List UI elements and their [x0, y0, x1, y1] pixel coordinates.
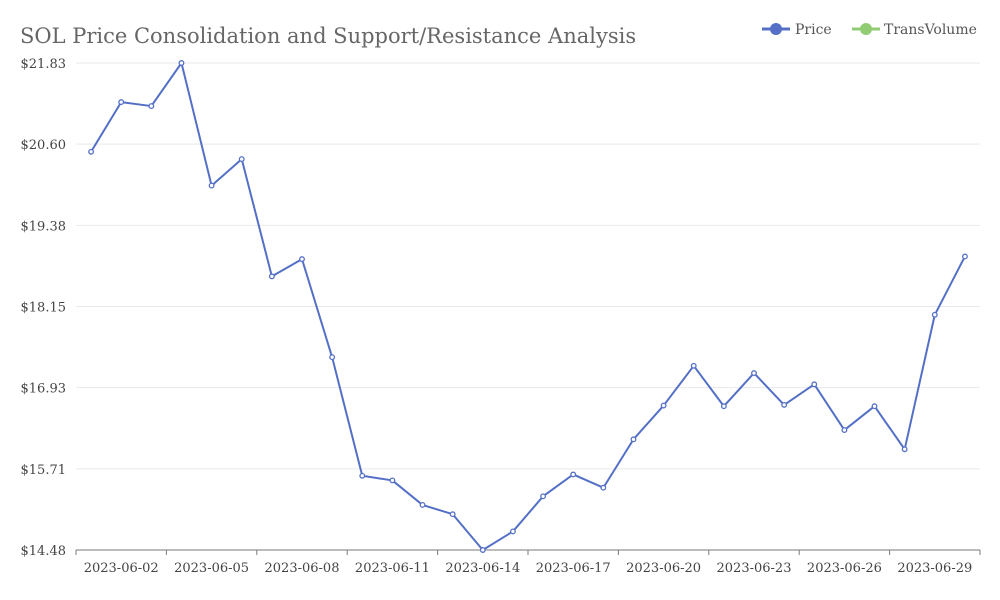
price-data-point[interactable]	[660, 402, 667, 409]
price-data-point[interactable]	[118, 99, 125, 106]
price-data-point[interactable]	[841, 427, 848, 434]
price-series-points	[88, 60, 968, 553]
price-data-point[interactable]	[208, 182, 215, 189]
x-tick-label: 2023-06-08	[265, 561, 340, 576]
price-data-point[interactable]	[720, 403, 727, 410]
price-data-point[interactable]	[630, 436, 637, 443]
price-data-point[interactable]	[540, 493, 547, 500]
y-axis-labels: $14.48 $15.71 $16.93 $18.15 $19.38 $20.60 $21.…	[21, 57, 67, 559]
x-axis-labels: 2023-06-02 2023-06-05 2023-06-08 2023-06-11…	[84, 561, 973, 576]
legend-item-price[interactable]: Price	[762, 22, 832, 38]
grid-lines	[76, 62, 980, 470]
price-data-point[interactable]	[901, 446, 908, 453]
price-data-point[interactable]	[871, 403, 878, 410]
price-data-point[interactable]	[329, 354, 336, 361]
x-tick-label: 2023-06-02	[84, 561, 159, 576]
price-data-point[interactable]	[148, 103, 155, 110]
price-data-point[interactable]	[961, 253, 968, 260]
y-tick-label: $21.83	[21, 57, 67, 72]
price-data-point[interactable]	[359, 472, 366, 479]
x-tick-label: 2023-06-23	[717, 561, 792, 576]
price-data-point[interactable]	[299, 256, 305, 263]
price-data-point[interactable]	[781, 401, 788, 408]
price-data-point[interactable]	[690, 362, 697, 369]
y-tick-label: $19.38	[21, 219, 67, 234]
x-tick-label: 2023-06-20	[626, 561, 701, 576]
price-data-point[interactable]	[570, 471, 577, 478]
price-data-point[interactable]	[238, 156, 245, 163]
price-legend-circle-icon	[770, 23, 782, 35]
x-tick-label: 2023-06-05	[174, 561, 249, 576]
legend-label-price: Price	[795, 22, 832, 38]
y-tick-label: $20.60	[21, 138, 67, 153]
y-tick-label: $18.15	[21, 301, 67, 316]
legend-label-transvolume: TransVolume	[884, 22, 977, 38]
y-tick-label: $16.93	[21, 382, 67, 397]
transvolume-legend-circle-icon	[860, 23, 872, 35]
chart-title: SOL Price Consolidation and Support/Resi…	[20, 24, 636, 48]
x-tick-label: 2023-06-11	[355, 561, 430, 576]
x-tick-label: 2023-06-14	[445, 561, 520, 576]
price-data-point[interactable]	[751, 370, 757, 377]
price-data-point[interactable]	[931, 311, 938, 318]
price-data-point[interactable]	[389, 477, 396, 484]
y-tick-label: $15.71	[21, 463, 67, 478]
price-data-point[interactable]	[811, 381, 818, 388]
x-axis-ticks	[75, 550, 981, 555]
price-data-point[interactable]	[178, 60, 185, 66]
price-data-point[interactable]	[268, 273, 275, 280]
y-tick-label: $14.48	[21, 544, 67, 559]
x-tick-label: 2023-06-17	[536, 561, 611, 576]
price-data-point[interactable]	[449, 511, 456, 518]
price-data-point[interactable]	[600, 484, 607, 491]
price-data-point[interactable]	[88, 148, 95, 155]
price-data-point[interactable]	[479, 547, 486, 553]
legend-item-transvolume[interactable]: TransVolume	[852, 22, 977, 38]
price-data-point[interactable]	[419, 501, 426, 508]
x-tick-label: 2023-06-29	[897, 561, 972, 576]
price-data-point[interactable]	[509, 528, 516, 535]
legend: Price TransVolume	[762, 22, 977, 38]
price-series-line	[90, 62, 966, 551]
x-tick-label: 2023-06-26	[807, 561, 882, 576]
